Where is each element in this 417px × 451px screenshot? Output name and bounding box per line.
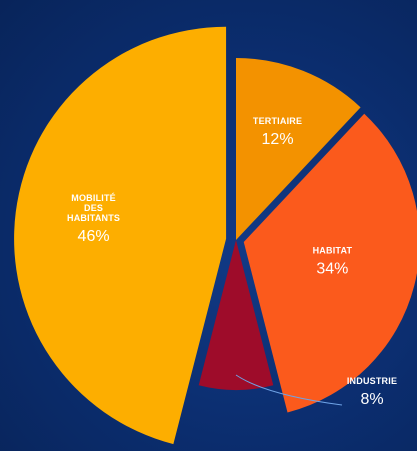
pie-slice-tertiaire (236, 58, 361, 240)
slice-label: INDUSTRIE (347, 376, 397, 386)
slice-percent-label: 8% (360, 391, 383, 408)
leader-line-industrie (235, 374, 343, 406)
pie-slice-industrie (198, 240, 274, 390)
slices-layer (14, 26, 417, 445)
pie-slice-mobilit-des-habitants (14, 26, 227, 445)
slice-percent-label: 46% (78, 228, 110, 245)
slice-label: HABITANTS (67, 213, 120, 223)
slice-label: DES (84, 203, 103, 213)
slice-label: MOBILITÉ (71, 193, 116, 203)
labels-layer: TERTIAIRE 12% HABITAT 34% INDUSTRIE 8% MOBILIT… (67, 116, 397, 408)
slice-percent-label: 12% (262, 131, 294, 148)
pie-slice-habitat (243, 113, 417, 413)
slice-label: TERTIAIRE (253, 116, 302, 126)
slice-percent-label: 34% (316, 261, 348, 278)
slice-label: HABITAT (313, 246, 353, 256)
